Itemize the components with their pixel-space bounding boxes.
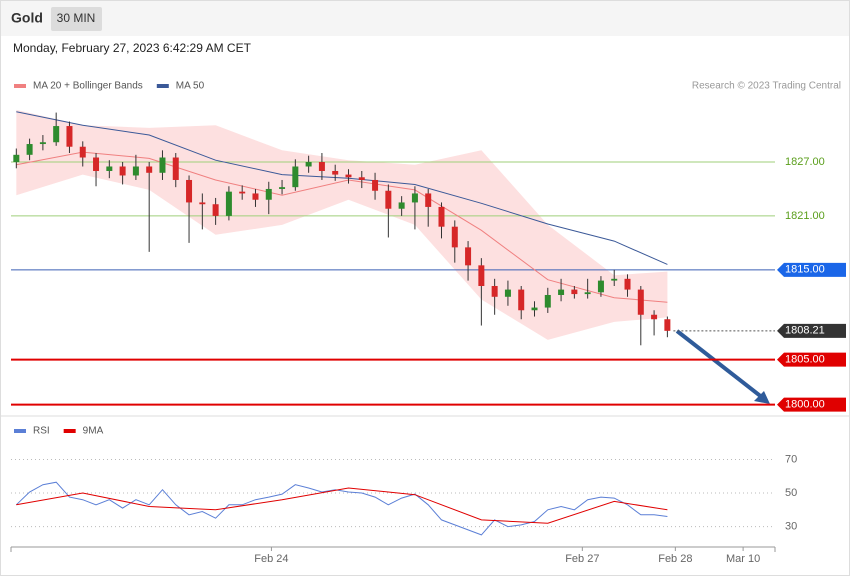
legend-swatch — [156, 84, 169, 88]
candle-body — [172, 157, 179, 180]
candle-body — [106, 166, 113, 171]
candle-body — [637, 289, 644, 315]
forecast-arrow — [675, 329, 765, 400]
candle-body — [265, 188, 272, 200]
y-tick-label: 70 — [785, 453, 797, 465]
level-label: 1827.00 — [785, 156, 825, 168]
candle-body — [411, 193, 418, 203]
x-tick-label: Feb 27 — [565, 553, 599, 565]
candle-body — [372, 179, 379, 191]
candle-body — [199, 202, 206, 205]
candle-body — [345, 174, 352, 178]
candle-body — [425, 193, 432, 207]
y-tick-label: 30 — [785, 520, 797, 532]
candle-body — [239, 191, 246, 194]
candle-body — [292, 166, 299, 188]
candle-body — [66, 126, 73, 147]
candle-body — [305, 162, 312, 167]
candle-body — [186, 179, 193, 203]
candle-body — [504, 289, 511, 297]
candle-body — [438, 206, 445, 227]
candle-body — [584, 292, 591, 295]
legend-swatch — [14, 84, 26, 88]
candle-body — [518, 289, 525, 311]
candle-body — [212, 204, 219, 216]
candle-body — [358, 177, 365, 180]
credit: Research © 2023 Trading Central — [692, 81, 841, 92]
instrument: Gold — [11, 10, 43, 26]
bollinger-band — [16, 109, 668, 340]
candle-body — [385, 190, 392, 209]
interval-badge[interactable] — [51, 7, 102, 31]
candle-body — [597, 280, 604, 293]
header-bar — [1, 1, 849, 36]
candle-body — [465, 247, 472, 266]
level-label: 1815.00 — [785, 264, 825, 276]
candle-body — [13, 154, 20, 162]
candle-body — [332, 170, 339, 175]
legend-swatch — [14, 429, 26, 433]
x-tick-label: Mar 10 — [726, 553, 760, 565]
forecast-arrowhead — [754, 391, 770, 404]
level-label: 1808.21 — [785, 325, 825, 337]
candle-body — [558, 289, 565, 295]
candle-body — [478, 265, 485, 286]
indicator-line — [16, 487, 668, 524]
candle-body — [252, 193, 259, 200]
legend-label: MA 50 — [176, 81, 205, 92]
legend-label: RSI — [33, 426, 50, 437]
legend-label: MA 20 + Bollinger Bands — [33, 81, 143, 92]
level-tag — [777, 352, 846, 367]
candle-body — [611, 278, 618, 281]
candle-body — [93, 157, 100, 171]
candle-body — [53, 126, 60, 143]
candle-body — [225, 191, 232, 216]
candle-body — [531, 307, 538, 311]
candle-body — [398, 202, 405, 209]
indicator-line — [15, 481, 668, 536]
candle-body — [279, 187, 286, 189]
level-tag — [777, 397, 846, 412]
candle-body — [664, 319, 671, 331]
candle-body — [624, 278, 631, 290]
x-tick-label: Feb 24 — [254, 553, 288, 565]
timestamp: Monday, February 27, 2023 6:42:29 AM CET — [13, 41, 252, 55]
legend-label: 9MA — [83, 426, 104, 437]
candle-body — [491, 286, 498, 297]
candle-body — [159, 157, 166, 173]
y-tick-label: 50 — [785, 487, 797, 499]
legend-swatch — [63, 429, 76, 433]
candle-body — [132, 166, 139, 176]
interval[interactable]: 30 MIN — [57, 11, 96, 25]
candle-body — [544, 294, 551, 308]
candle-body — [651, 314, 658, 320]
candle-body — [79, 146, 86, 158]
candle-body — [26, 144, 33, 155]
level-tag — [777, 262, 846, 277]
candle-body — [146, 166, 153, 173]
level-tag — [777, 323, 846, 338]
level-label: 1800.00 — [785, 399, 825, 411]
candle-body — [451, 226, 458, 248]
level-label: 1805.00 — [785, 354, 825, 366]
candle-body — [571, 289, 578, 295]
candle-body — [119, 166, 126, 176]
candle-body — [39, 142, 46, 145]
level-label: 1821.00 — [785, 210, 825, 222]
candle-body — [318, 162, 325, 171]
x-tick-label: Feb 28 — [658, 553, 692, 565]
